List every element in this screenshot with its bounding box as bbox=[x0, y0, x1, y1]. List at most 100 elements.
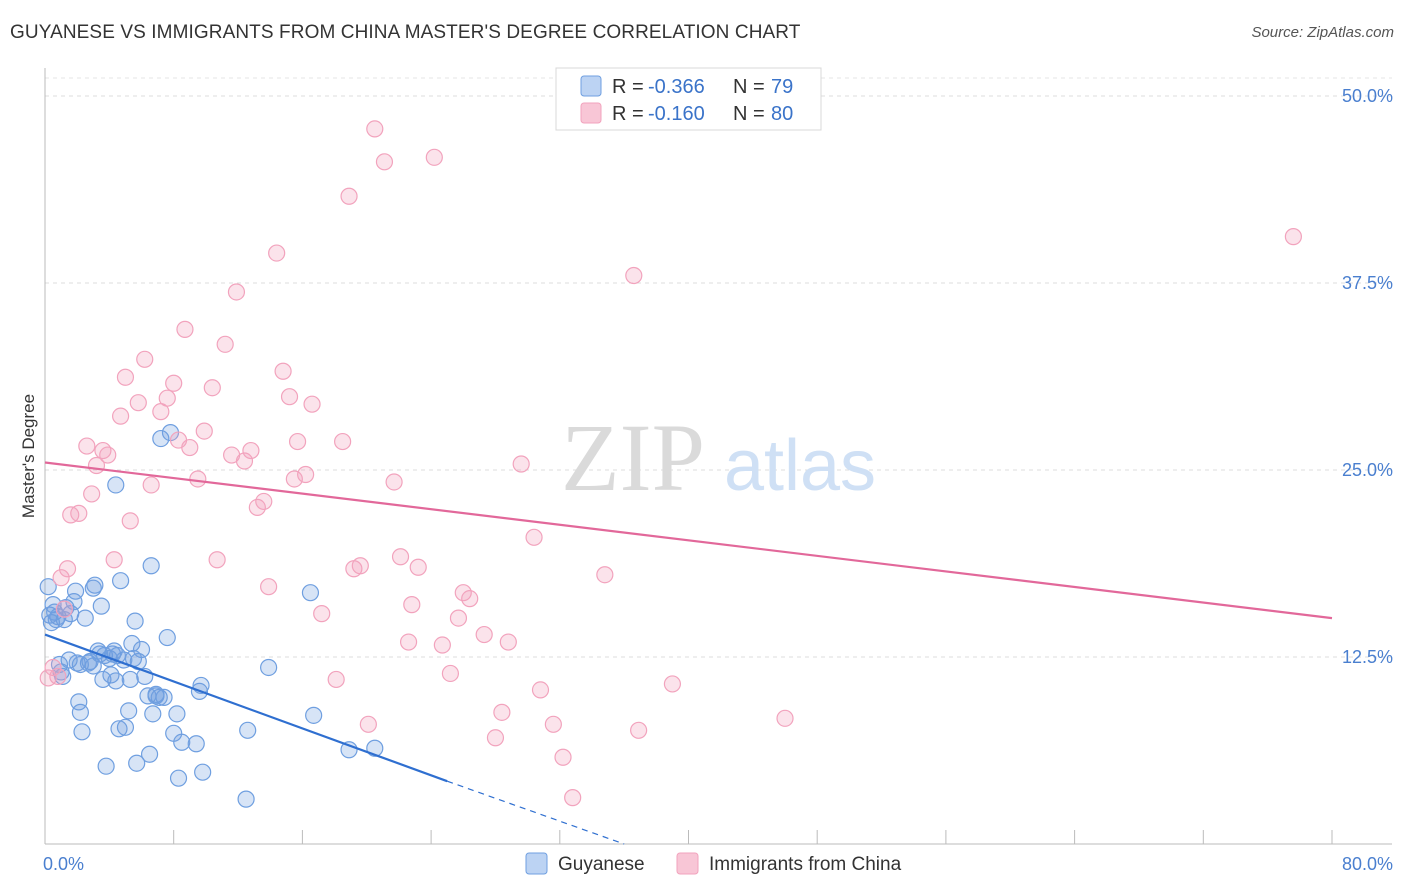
china-point bbox=[78, 437, 96, 455]
guyanese-point bbox=[142, 557, 160, 575]
guyanese-point bbox=[169, 769, 188, 787]
china-point bbox=[461, 590, 479, 608]
china-point bbox=[116, 368, 135, 386]
china-point bbox=[399, 633, 418, 651]
china-point bbox=[203, 379, 221, 397]
china-point bbox=[499, 633, 517, 651]
china-point bbox=[268, 244, 286, 262]
guyanese-point bbox=[71, 703, 89, 721]
china-point bbox=[449, 609, 468, 627]
guyanese-point bbox=[84, 657, 102, 675]
x-tick-label: 80.0% bbox=[1342, 854, 1393, 874]
china-point bbox=[303, 395, 321, 413]
bottom-legend-swatch-guyanese bbox=[525, 852, 548, 875]
china-point bbox=[288, 432, 307, 451]
legend-n-value-0: 79 bbox=[771, 76, 793, 98]
guyanese-point bbox=[301, 584, 320, 602]
china-point bbox=[334, 432, 352, 451]
guyanese-point bbox=[120, 702, 138, 720]
china-point bbox=[1284, 228, 1302, 246]
china-point bbox=[248, 498, 266, 516]
legend-n-label-0: N = bbox=[733, 76, 765, 98]
china-point bbox=[285, 470, 303, 488]
guyanese-point bbox=[73, 723, 91, 741]
china-point bbox=[351, 557, 369, 575]
china-point bbox=[425, 148, 443, 166]
china-point bbox=[105, 551, 123, 569]
tick-labels: 12.5% 25.0% 37.5% 50.0% 0.0% 80.0% bbox=[43, 86, 1393, 874]
china-point bbox=[136, 350, 154, 368]
chart-title: GUYANESE VS IMMIGRANTS FROM CHINA MASTER… bbox=[10, 22, 801, 43]
china-trend-line bbox=[44, 461, 1333, 620]
guyanese-point bbox=[42, 613, 61, 632]
guyanese-point bbox=[86, 576, 104, 594]
guyanese-trend-extension bbox=[446, 780, 625, 845]
china-point bbox=[280, 388, 299, 406]
china-point bbox=[375, 153, 394, 171]
china-point bbox=[493, 703, 511, 721]
china-point bbox=[391, 548, 410, 566]
china-point bbox=[531, 681, 550, 699]
china-point bbox=[58, 560, 77, 578]
legend-r-label-0: R = bbox=[612, 76, 644, 98]
guyanese-point bbox=[126, 612, 144, 630]
china-point bbox=[44, 658, 62, 677]
guyanese-point bbox=[144, 705, 162, 723]
guyanese-point bbox=[239, 721, 257, 739]
guyanese-point bbox=[112, 572, 130, 590]
china-point bbox=[112, 407, 130, 425]
china-point bbox=[313, 605, 331, 623]
guyanese-point bbox=[66, 582, 85, 600]
china-point bbox=[544, 715, 562, 733]
legend-r-label-1: R = bbox=[612, 103, 644, 125]
china-point bbox=[242, 441, 260, 460]
china-point bbox=[181, 438, 199, 457]
guyanese-trend-line bbox=[44, 633, 448, 783]
guyanese-point bbox=[71, 655, 89, 674]
china-point bbox=[409, 558, 427, 576]
legend-n-label-1: N = bbox=[733, 103, 765, 125]
china-point bbox=[433, 636, 451, 654]
trend-lines bbox=[44, 461, 1333, 845]
legend-swatch-guyanese bbox=[580, 75, 602, 97]
watermark-atlas: atlas bbox=[724, 426, 876, 506]
china-point bbox=[486, 729, 505, 747]
china-point bbox=[195, 422, 213, 440]
china-point bbox=[663, 675, 682, 693]
china-point bbox=[525, 528, 543, 546]
guyanese-point bbox=[305, 706, 323, 724]
y-axis-label: Master's Degree bbox=[19, 394, 38, 518]
china-point bbox=[255, 492, 273, 511]
china-point bbox=[165, 374, 183, 392]
china-point bbox=[454, 584, 472, 602]
china-point bbox=[129, 394, 147, 412]
guyanese-point bbox=[84, 579, 102, 597]
guyanese-point bbox=[237, 790, 255, 808]
china-point bbox=[99, 446, 117, 464]
legend-n-value-1: 80 bbox=[771, 103, 793, 125]
guyanese-point bbox=[173, 733, 191, 751]
guyanese-point bbox=[110, 720, 128, 738]
guyanese-point bbox=[39, 578, 57, 596]
legend-swatch-china bbox=[580, 102, 602, 124]
china-point bbox=[297, 465, 315, 484]
china-point bbox=[385, 473, 403, 491]
china-point bbox=[158, 389, 176, 407]
china-point bbox=[475, 625, 493, 644]
china-point bbox=[327, 670, 345, 689]
china-point bbox=[52, 569, 70, 587]
guyanese-point bbox=[168, 705, 186, 723]
guyanese-point bbox=[194, 763, 212, 781]
y-tick-label: 50.0% bbox=[1342, 86, 1393, 106]
bottom-legend: Guyanese Immigrants from China bbox=[525, 852, 902, 875]
china-point bbox=[274, 362, 292, 380]
guyanese-points bbox=[39, 424, 384, 808]
guyanese-point bbox=[121, 670, 139, 689]
guyanese-point bbox=[107, 476, 125, 494]
china-point bbox=[49, 667, 67, 686]
guyanese-point bbox=[147, 687, 165, 705]
china-point bbox=[340, 187, 358, 205]
x-tick-label: 0.0% bbox=[43, 854, 84, 874]
guyanese-point bbox=[123, 634, 141, 653]
